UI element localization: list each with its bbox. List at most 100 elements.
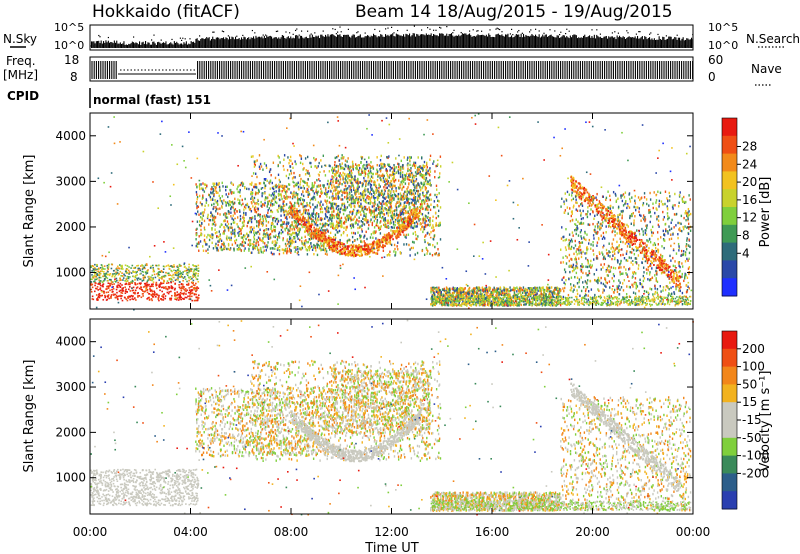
echo-point	[385, 203, 387, 207]
noise-sample	[91, 41, 93, 48]
echo-point	[350, 205, 352, 209]
echo-point	[249, 239, 251, 242]
echo-point	[255, 231, 257, 234]
echo-point	[390, 183, 393, 186]
echo-point	[125, 278, 128, 280]
echo-point	[233, 210, 236, 214]
noise-sample	[92, 41, 94, 48]
echo-point	[208, 193, 210, 197]
echo-point	[363, 234, 366, 238]
echo-point	[91, 264, 94, 267]
echo-point	[277, 186, 280, 189]
echo-point	[306, 190, 308, 193]
echo-point	[266, 215, 269, 218]
echo-point	[226, 201, 229, 204]
echo-point	[159, 283, 162, 285]
echo-point	[92, 275, 95, 277]
echo-point	[107, 279, 109, 282]
echo-point	[299, 180, 302, 183]
noise-sample	[446, 33, 448, 48]
echo-point	[439, 155, 442, 158]
echo-point	[253, 226, 255, 230]
echo-point	[370, 171, 372, 175]
echo-point	[214, 217, 216, 220]
echo-point	[370, 180, 373, 183]
noise-sample	[445, 35, 447, 48]
echo-point	[290, 241, 293, 244]
echo-point	[368, 206, 370, 209]
echo-point	[124, 264, 127, 267]
echo-point	[151, 285, 153, 287]
echo-point	[115, 280, 117, 283]
echo-point	[253, 185, 255, 189]
echo-point	[397, 241, 399, 244]
echo-point	[274, 184, 277, 188]
echo-point	[165, 287, 167, 290]
noise-sample	[159, 42, 161, 48]
echo-point	[275, 190, 277, 193]
echo-point	[253, 185, 256, 189]
echo-point	[158, 271, 160, 273]
echo-point	[282, 202, 284, 205]
noise-sample	[567, 37, 569, 48]
echo-point	[318, 247, 321, 250]
echo-point	[347, 173, 350, 176]
noise-sample	[112, 43, 114, 48]
noise-dot	[440, 27, 442, 29]
echo-point	[323, 185, 325, 189]
noise-sample	[671, 39, 673, 48]
echo-point	[253, 162, 256, 165]
echo-point	[176, 274, 178, 277]
echo-point	[189, 291, 191, 294]
echo-point	[369, 186, 372, 189]
noise-sample	[670, 36, 672, 48]
echo-point	[306, 181, 308, 185]
echo-point	[291, 195, 294, 199]
echo-point	[355, 198, 357, 202]
echo-point	[380, 202, 382, 205]
noise-sample	[335, 36, 337, 48]
echo-point	[137, 267, 140, 270]
echo-point	[413, 204, 416, 207]
echo-point	[301, 240, 303, 243]
noise-dot	[397, 29, 399, 32]
echo-point	[377, 207, 380, 210]
echo-point	[387, 219, 390, 222]
echo-point	[308, 172, 310, 175]
echo-point	[323, 229, 325, 232]
noise-sample	[637, 35, 639, 48]
echo-point	[344, 244, 346, 248]
noise-dot	[413, 25, 415, 27]
echo-point	[367, 201, 370, 205]
echo-point	[294, 195, 296, 199]
noise-sample	[441, 33, 443, 48]
echo-point	[151, 299, 153, 302]
echo-point	[415, 202, 417, 205]
echo-point	[424, 172, 427, 175]
echo-point	[290, 159, 292, 163]
noise-sample	[179, 43, 181, 48]
echo-point	[202, 214, 204, 217]
echo-point	[326, 205, 329, 209]
echo-point	[265, 233, 267, 236]
echo-point	[222, 241, 225, 244]
echo-point	[265, 164, 267, 167]
echo-point	[402, 218, 405, 221]
echo-point	[248, 207, 251, 211]
echo-point	[419, 223, 421, 226]
echo-point	[350, 175, 353, 178]
echo-point	[331, 168, 333, 172]
echo-point	[102, 275, 105, 277]
echo-point	[257, 236, 260, 239]
echo-point	[217, 191, 219, 194]
noise-sample	[249, 39, 251, 48]
noise-sample	[326, 36, 328, 48]
echo-point	[334, 189, 336, 192]
echo-point	[381, 202, 383, 206]
echo-point	[142, 271, 145, 273]
noise-sample	[256, 37, 258, 48]
echo-point	[149, 290, 152, 292]
echo-point	[149, 277, 152, 279]
echo-point	[95, 276, 97, 278]
echo-point	[355, 197, 357, 201]
